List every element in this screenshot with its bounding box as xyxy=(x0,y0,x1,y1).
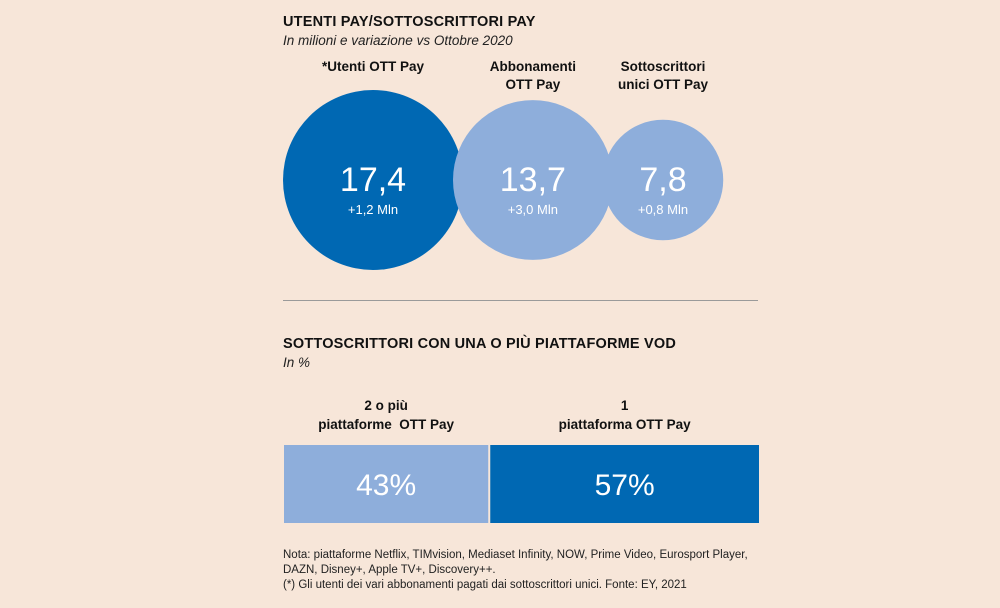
bubble-label-utenti: *Utenti OTT Pay xyxy=(288,58,458,76)
bubble-sottoscrittori xyxy=(602,119,724,241)
bubble-label-abbonamenti-line1: Abbonamenti xyxy=(489,59,576,74)
bubble-utenti xyxy=(283,90,463,270)
stacked-bar-chart: 43% 57% xyxy=(284,445,759,523)
bubble-label-abbonamenti: Abbonamenti OTT Pay xyxy=(448,58,618,94)
bubble-value-abbonamenti: 13,7 xyxy=(500,161,566,199)
footnote-line1: Nota: piattaforme Netflix, TIMvision, Me… xyxy=(283,549,748,561)
bubble-change-sottoscrittori: +0,8 Mln xyxy=(638,202,688,217)
bubble-label-sottoscrittori-line1: Sottoscrittori xyxy=(620,59,706,74)
bar-label-two-or-more: 2 o più piattaforme OTT Pay xyxy=(276,396,496,434)
section-divider xyxy=(283,300,758,301)
footnote-line2: DAZN, Disney+, Apple TV+, Discovery++. xyxy=(283,564,496,576)
bar-label-two-or-more-line2: piattaforme OTT Pay xyxy=(318,417,455,432)
bubble-chart-title: UTENTI PAY/SOTTOSCRITTORI PAY xyxy=(283,14,536,30)
footnote-line3: (*) Gli utenti dei vari abbonamenti paga… xyxy=(283,579,687,591)
bubble-label-abbonamenti-line2: OTT Pay xyxy=(505,77,561,92)
bubble-value-sottoscrittori: 7,8 xyxy=(639,161,686,199)
bubble-label-sottoscrittori-line2: unici OTT Pay xyxy=(617,77,708,92)
bar-value-two-or-more: 43% xyxy=(356,469,416,502)
bar-label-one-line2: piattaforma OTT Pay xyxy=(558,417,691,432)
bubble-change-utenti: +1,2 Mln xyxy=(348,202,398,217)
bubble-abbonamenti xyxy=(453,100,613,260)
bubble-change-abbonamenti: +3,0 Mln xyxy=(508,202,558,217)
bubble-value-utenti: 17,4 xyxy=(340,161,406,199)
bubble-chart: 17,4 13,7 7,8 +1,2 Mln +3,0 Mln +0,8 Mln xyxy=(283,90,724,270)
bar-segment-one xyxy=(490,445,759,523)
bar-segment-two-or-more xyxy=(284,445,489,523)
bubble-label-utenti-line1: *Utenti OTT Pay xyxy=(321,59,424,74)
bar-label-one: 1 piattaforma OTT Pay xyxy=(515,396,735,434)
bar-value-one: 57% xyxy=(595,469,655,502)
bar-chart-subtitle: In % xyxy=(283,355,311,370)
bar-label-one-line1: 1 xyxy=(620,398,629,413)
bubble-chart-subtitle: In milioni e variazione vs Ottobre 2020 xyxy=(283,33,513,48)
bubble-label-sottoscrittori: Sottoscrittori unici OTT Pay xyxy=(578,58,748,94)
bar-chart-title: SOTTOSCRITTORI CON UNA O PIÙ PIATTAFORME… xyxy=(283,336,677,352)
bar-label-two-or-more-line1: 2 o più xyxy=(364,398,408,413)
footnote: Nota: piattaforme Netflix, TIMvision, Me… xyxy=(283,548,763,593)
